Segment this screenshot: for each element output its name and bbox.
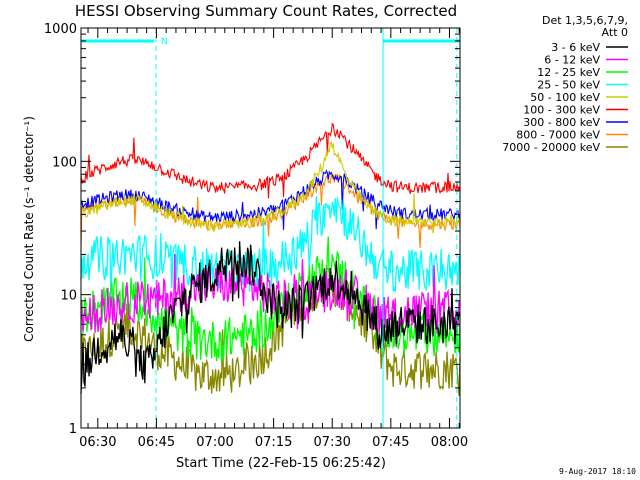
legend-label: 6 - 12 keV: [544, 54, 600, 67]
y-axis-label: Corrected Count Rate (s⁻¹ detector⁻¹): [22, 116, 36, 342]
chart-title: HESSI Observing Summary Count Rates, Cor…: [75, 2, 457, 20]
y-tick-label: 10: [60, 289, 77, 304]
x-tick-label: 07:30: [313, 435, 350, 450]
y-tick-label: 1: [69, 422, 77, 437]
legend-header: Det 1,3,5,6,7,9,: [542, 14, 628, 27]
y-tick-label: 100: [52, 155, 77, 170]
x-tick-label: 06:45: [138, 435, 175, 450]
series-line-7000-20000-kev: [80, 265, 461, 396]
series-line-3-6-kev: [80, 241, 461, 395]
legend-label: 25 - 50 keV: [537, 79, 600, 92]
legend-label: 100 - 300 keV: [523, 104, 600, 117]
legend-label: 800 - 7000 keV: [516, 129, 600, 142]
x-tick-label: 06:30: [79, 435, 116, 450]
y-tick-label: 1000: [44, 22, 77, 37]
series-line-25-50-kev: [80, 195, 461, 302]
x-tick-label: 08:00: [431, 435, 468, 450]
x-tick-label: 07:15: [255, 435, 292, 450]
legend-label: 7000 - 20000 keV: [502, 141, 600, 154]
saa-annotation: N: [161, 37, 168, 47]
legend-label: 300 - 800 keV: [523, 116, 600, 129]
x-tick-label: 07:00: [196, 435, 233, 450]
x-tick-label: 07:45: [372, 435, 409, 450]
legend-label: 50 - 100 keV: [530, 91, 600, 104]
plot-area: N: [80, 28, 461, 428]
plot-frame: [80, 27, 461, 429]
footer-timestamp: 9-Aug-2017 18:10: [559, 467, 636, 476]
axes: 1 10 100 1000 06:30 06:45 07:00 07:15 07:30 07:45…: [44, 22, 468, 450]
series-line-100-300-kev: [80, 122, 461, 199]
series-line-50-100-kev: [80, 140, 461, 234]
series-line-300-800-kev: [80, 169, 461, 230]
legend-header: Att 0: [602, 26, 628, 39]
legend-label: 12 - 25 keV: [537, 66, 600, 79]
x-axis-label: Start Time (22-Feb-15 06:25:42): [176, 456, 386, 471]
legend-label: 3 - 6 keV: [551, 41, 600, 54]
